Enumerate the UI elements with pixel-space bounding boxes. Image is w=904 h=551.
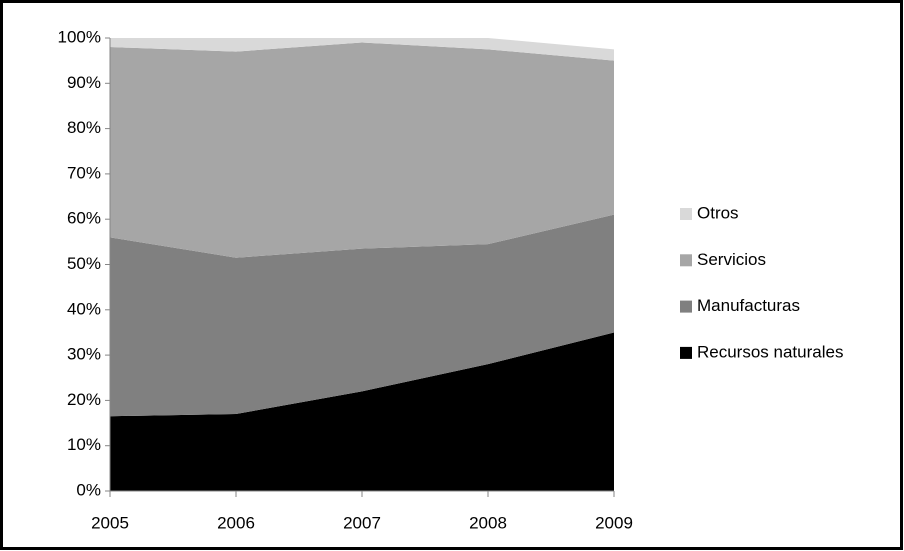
legend-label: Manufacturas bbox=[697, 296, 800, 315]
y-tick-label: 40% bbox=[67, 299, 101, 318]
legend-swatch bbox=[680, 300, 692, 313]
area bbox=[110, 214, 614, 417]
area bbox=[110, 38, 614, 61]
y-tick-label: 80% bbox=[67, 118, 101, 137]
y-tick-label: 100% bbox=[58, 27, 101, 46]
legend-label: Otros bbox=[697, 203, 739, 222]
y-tick-label: 0% bbox=[76, 480, 101, 499]
y-tick-label: 50% bbox=[67, 254, 101, 273]
y-tick-label: 30% bbox=[67, 345, 101, 364]
area bbox=[110, 42, 614, 258]
y-tick-label: 20% bbox=[67, 390, 101, 409]
legend-swatch bbox=[680, 254, 692, 267]
area bbox=[110, 332, 614, 491]
legend-swatch bbox=[680, 346, 692, 359]
x-tick-label: 2007 bbox=[343, 513, 381, 532]
x-tick-label: 2005 bbox=[91, 513, 129, 532]
y-tick-label: 90% bbox=[67, 73, 101, 92]
y-tick-label: 60% bbox=[67, 209, 101, 228]
x-tick-label: 2008 bbox=[469, 513, 507, 532]
x-tick-label: 2009 bbox=[595, 513, 633, 532]
legend-swatch bbox=[680, 208, 692, 220]
y-tick-label: 10% bbox=[67, 435, 101, 454]
x-tick-label: 2006 bbox=[217, 513, 255, 532]
y-tick-label: 70% bbox=[67, 163, 101, 182]
legend-label: Recursos naturales bbox=[697, 342, 843, 361]
legend-label: Servicios bbox=[697, 250, 766, 269]
